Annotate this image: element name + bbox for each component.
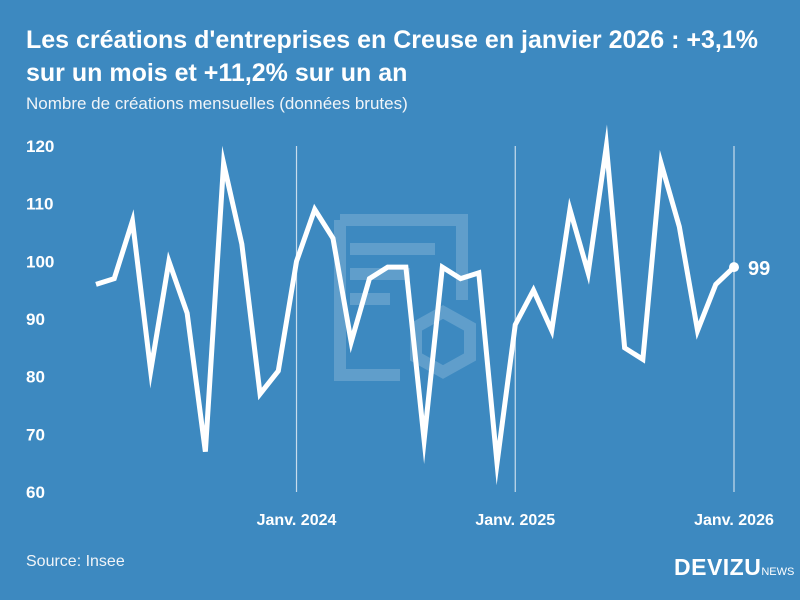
y-tick-label: 90 — [26, 310, 45, 329]
devizu-logo: DEVIZUNEWS — [674, 554, 794, 581]
y-tick-label: 60 — [26, 483, 45, 502]
x-tick-label: Janv. 2026 — [694, 512, 774, 529]
x-tick-label: Janv. 2025 — [475, 512, 555, 529]
y-tick-label: 100 — [26, 252, 54, 271]
y-tick-label: 120 — [26, 137, 54, 156]
x-tick-label: Janv. 2024 — [257, 512, 337, 529]
chart-title: Les créations d'entreprises en Creuse en… — [26, 26, 758, 87]
last-value-label: 99 — [748, 258, 770, 280]
data-point — [729, 262, 739, 273]
chart-subtitle: Nombre de créations mensuelles (données … — [26, 94, 408, 113]
series-line — [95, 124, 736, 486]
y-tick-label: 70 — [26, 425, 45, 444]
logo-suffix: NEWS — [761, 566, 795, 578]
logo-main: DEVIZU — [674, 554, 762, 580]
source-note: Source: Insee — [26, 553, 125, 570]
y-tick-label: 80 — [26, 368, 45, 387]
watermark — [334, 214, 476, 381]
y-tick-label: 110 — [26, 195, 53, 214]
